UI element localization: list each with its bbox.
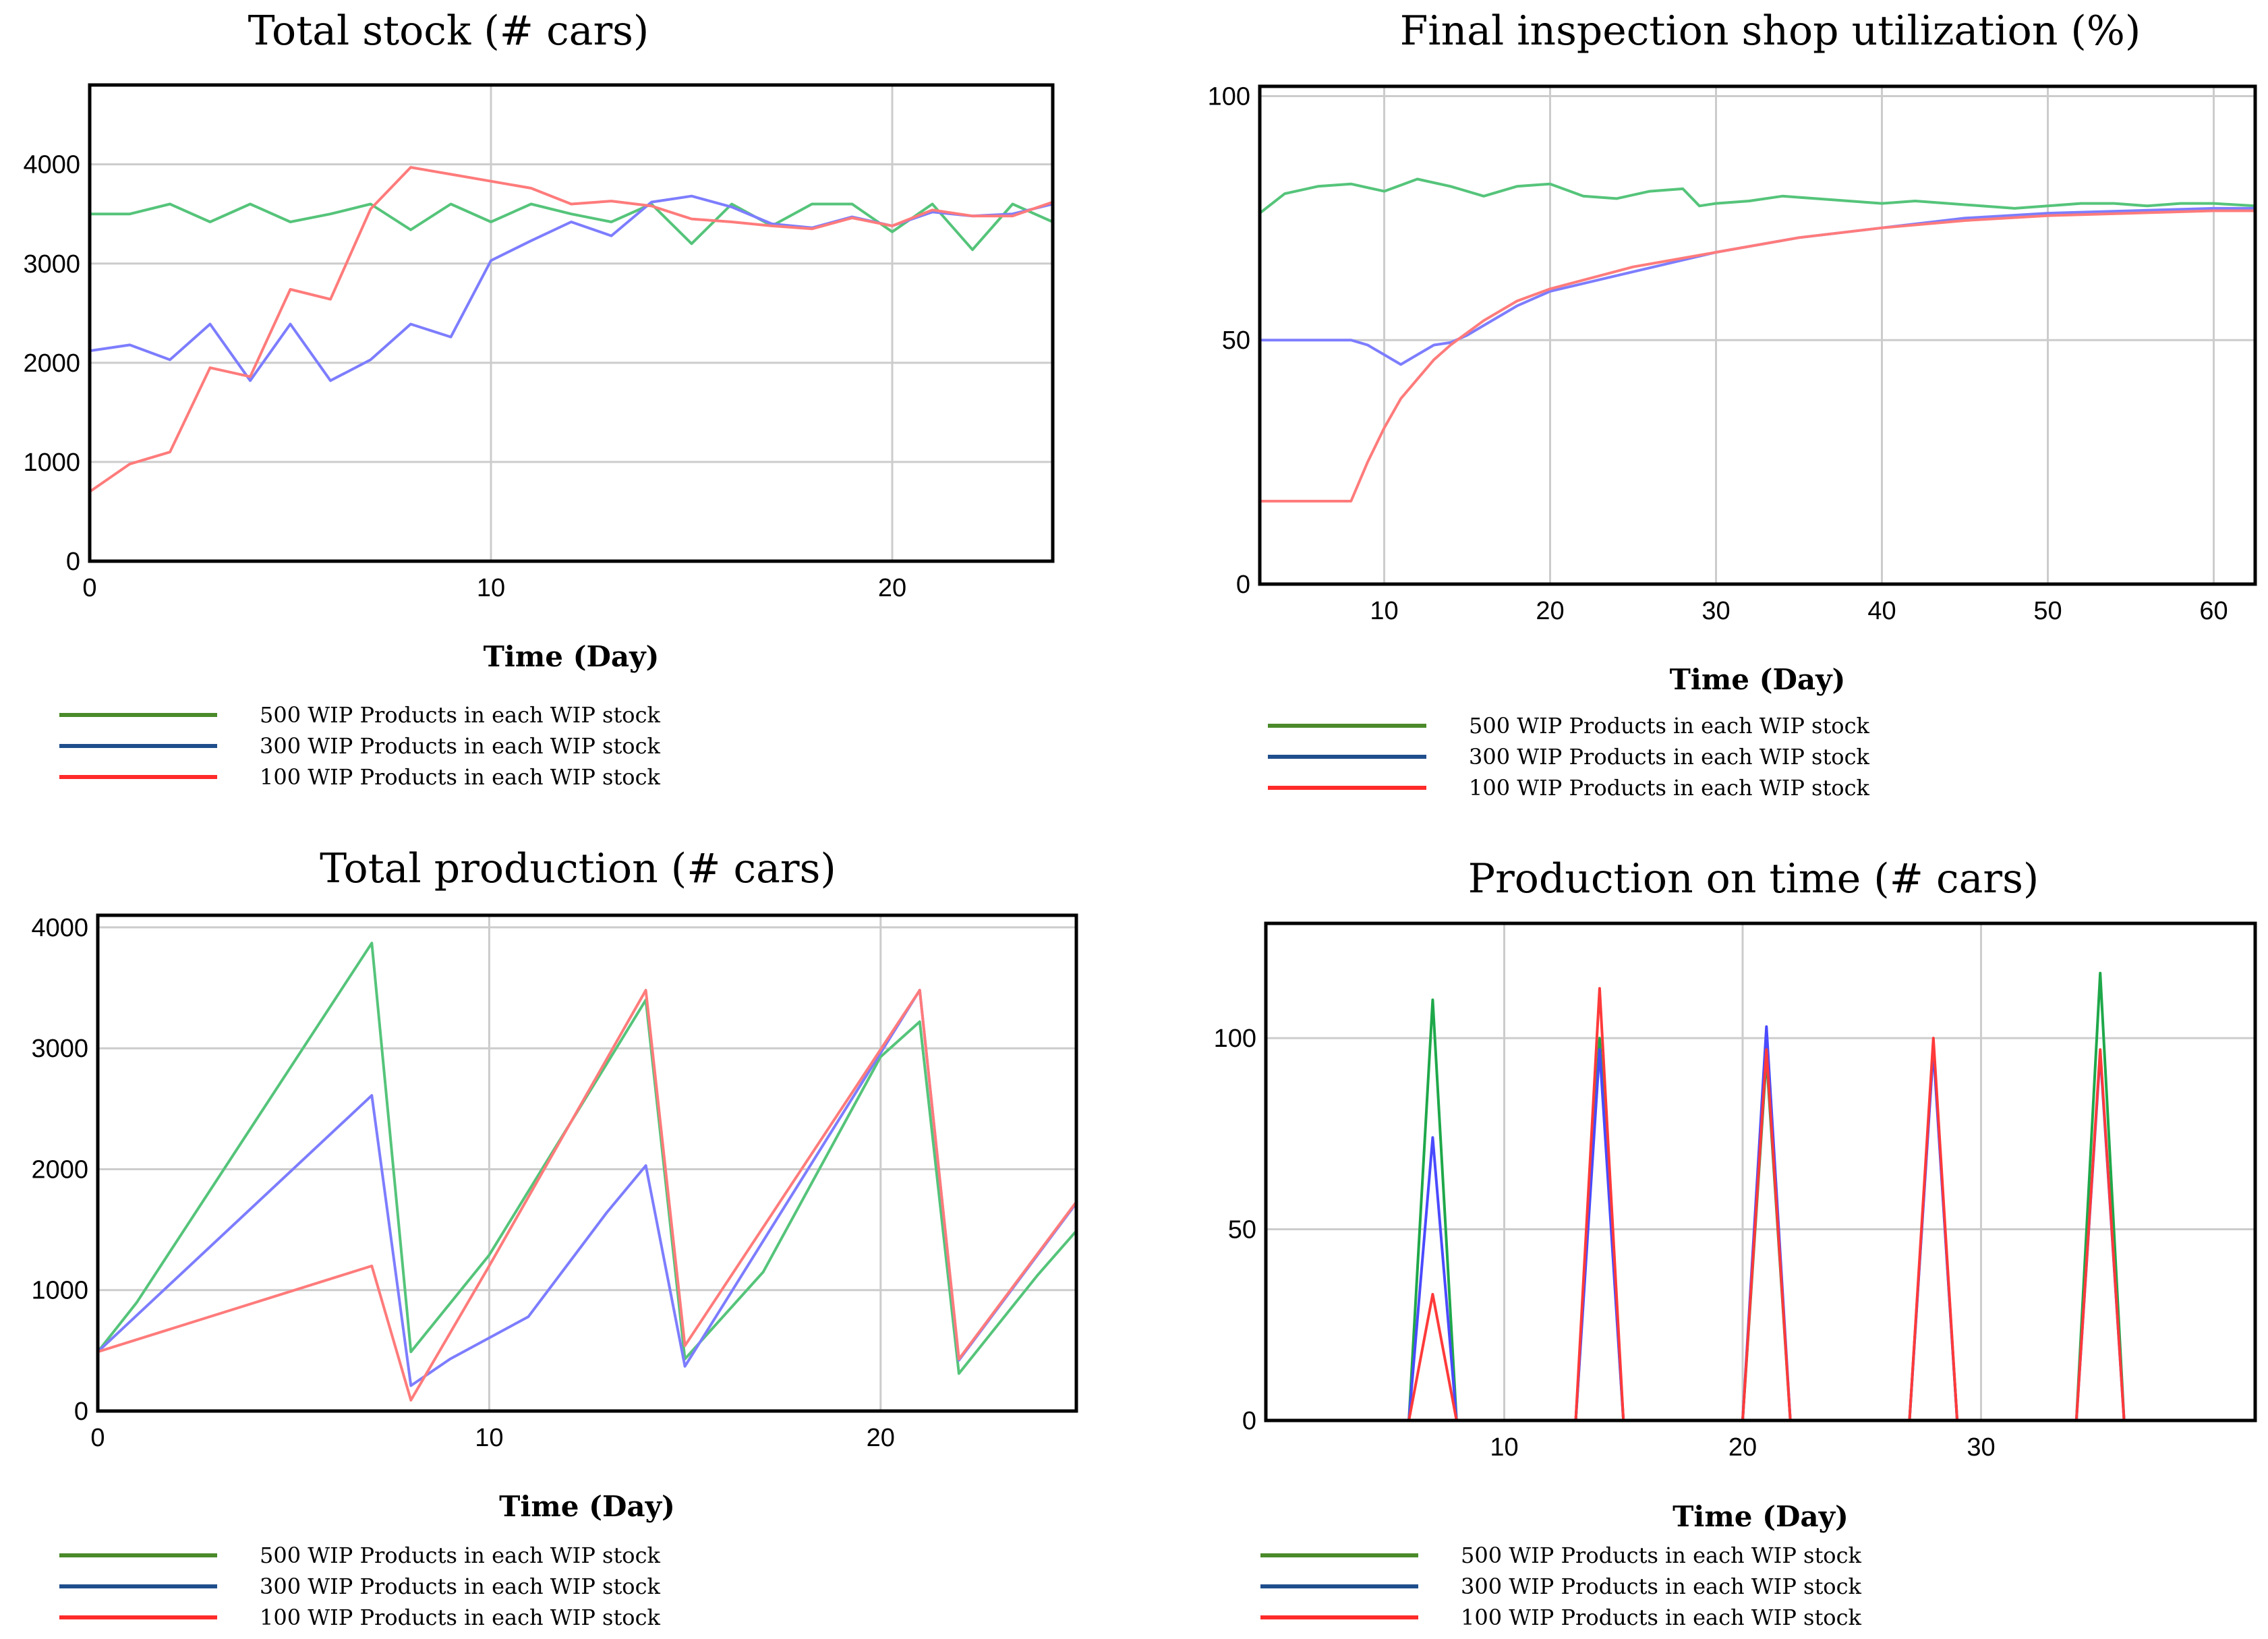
y-tick-label: 4000 bbox=[31, 914, 88, 942]
x-tick-label: 20 bbox=[867, 1424, 895, 1452]
plot-frame bbox=[88, 83, 1055, 563]
series-line-3 bbox=[1266, 987, 2255, 1420]
x-tick-label: 10 bbox=[1370, 597, 1398, 625]
series-line-3 bbox=[98, 989, 1076, 1402]
chart-title: Final inspection shop utilization (%) bbox=[1400, 7, 2141, 55]
y-tick-label: 0 bbox=[1242, 1407, 1256, 1435]
chart-title: Production on time (# cars) bbox=[1468, 855, 2039, 902]
plot-frame bbox=[1258, 84, 2257, 586]
chart-panel-3: 0 10 20 0 1000 2000 3000 4000 Total production (… bbox=[31, 845, 1078, 1630]
legend: 500 WIP Products in each WIP stock 300 WI… bbox=[1268, 713, 1869, 801]
x-tick-label: 0 bbox=[90, 1424, 105, 1452]
legend-label: 100 WIP Products in each WIP stock bbox=[260, 1605, 660, 1630]
plot-frame bbox=[96, 913, 1078, 1413]
series-line-1 bbox=[1260, 177, 2255, 214]
legend-label: 100 WIP Products in each WIP stock bbox=[1461, 1605, 1861, 1630]
x-axis-label: Time (Day) bbox=[1673, 1500, 1849, 1533]
y-tick-label: 2000 bbox=[23, 349, 80, 378]
series-line-1 bbox=[90, 202, 1053, 252]
x-tick-label: 10 bbox=[475, 1424, 503, 1452]
y-tick-label: 4000 bbox=[23, 151, 80, 179]
y-tick-label: 1000 bbox=[23, 449, 80, 477]
legend-label: 500 WIP Products in each WIP stock bbox=[260, 702, 660, 728]
chart-panel-2: 10 20 30 40 50 60 0 50 100 Final inspection shop … bbox=[1208, 7, 2257, 801]
y-tick-label: 50 bbox=[1228, 1216, 1256, 1244]
x-tick-label: 60 bbox=[2199, 597, 2228, 625]
y-tick-label: 0 bbox=[1236, 571, 1250, 599]
legend-label: 500 WIP Products in each WIP stock bbox=[1461, 1543, 1861, 1568]
chart-panel-4: 10 20 30 0 50 100 Production on time (# cars) T… bbox=[1214, 855, 2257, 1630]
series-line-2 bbox=[90, 194, 1053, 382]
series-line-2 bbox=[1260, 206, 2255, 366]
legend: 500 WIP Products in each WIP stock 300 WI… bbox=[59, 1543, 660, 1630]
x-tick-label: 30 bbox=[1702, 597, 1730, 625]
chart-title: Total production (# cars) bbox=[320, 845, 836, 892]
x-tick-label: 20 bbox=[1536, 597, 1564, 625]
x-tick-label: 10 bbox=[1490, 1433, 1518, 1462]
series-line-3 bbox=[1260, 209, 2255, 502]
series-line-2 bbox=[98, 989, 1076, 1387]
chart-panel-1: 0 10 20 0 1000 2000 3000 4000 Total stock (# car… bbox=[23, 7, 1055, 790]
legend: 500 WIP Products in each WIP stock 300 WI… bbox=[59, 702, 660, 790]
series-line-3 bbox=[90, 166, 1053, 493]
chart-title: Total stock (# cars) bbox=[248, 7, 649, 55]
y-tick-label: 3000 bbox=[23, 250, 80, 279]
y-tick-label: 2000 bbox=[31, 1155, 88, 1184]
y-tick-label: 3000 bbox=[31, 1035, 88, 1063]
legend-label: 100 WIP Products in each WIP stock bbox=[1469, 775, 1869, 801]
legend-label: 500 WIP Products in each WIP stock bbox=[260, 1543, 660, 1568]
y-tick-label: 50 bbox=[1222, 326, 1250, 355]
x-tick-label: 20 bbox=[1728, 1433, 1757, 1462]
x-tick-label: 0 bbox=[82, 574, 96, 602]
y-tick-label: 0 bbox=[74, 1398, 88, 1426]
y-tick-label: 0 bbox=[66, 548, 80, 576]
plot-frame bbox=[1264, 921, 2257, 1422]
legend-label: 300 WIP Products in each WIP stock bbox=[260, 733, 660, 759]
legend: 500 WIP Products in each WIP stock 300 WI… bbox=[1260, 1543, 1861, 1630]
y-tick-label: 100 bbox=[1208, 82, 1250, 111]
x-tick-label: 40 bbox=[1867, 597, 1896, 625]
legend-label: 300 WIP Products in each WIP stock bbox=[1469, 744, 1869, 770]
series-line-1 bbox=[98, 942, 1076, 1375]
x-tick-label: 10 bbox=[477, 574, 505, 602]
x-tick-label: 20 bbox=[878, 574, 906, 602]
y-tick-label: 1000 bbox=[31, 1277, 88, 1305]
y-tick-label: 100 bbox=[1214, 1025, 1256, 1053]
x-tick-label: 50 bbox=[2033, 597, 2062, 625]
legend-label: 300 WIP Products in each WIP stock bbox=[260, 1574, 660, 1599]
legend-label: 300 WIP Products in each WIP stock bbox=[1461, 1574, 1861, 1599]
legend-label: 100 WIP Products in each WIP stock bbox=[260, 764, 660, 790]
x-axis-label: Time (Day) bbox=[499, 1490, 675, 1523]
legend-label: 500 WIP Products in each WIP stock bbox=[1469, 713, 1869, 739]
x-axis-label: Time (Day) bbox=[484, 640, 660, 673]
x-axis-label: Time (Day) bbox=[1670, 663, 1846, 696]
x-tick-label: 30 bbox=[1967, 1433, 1995, 1462]
